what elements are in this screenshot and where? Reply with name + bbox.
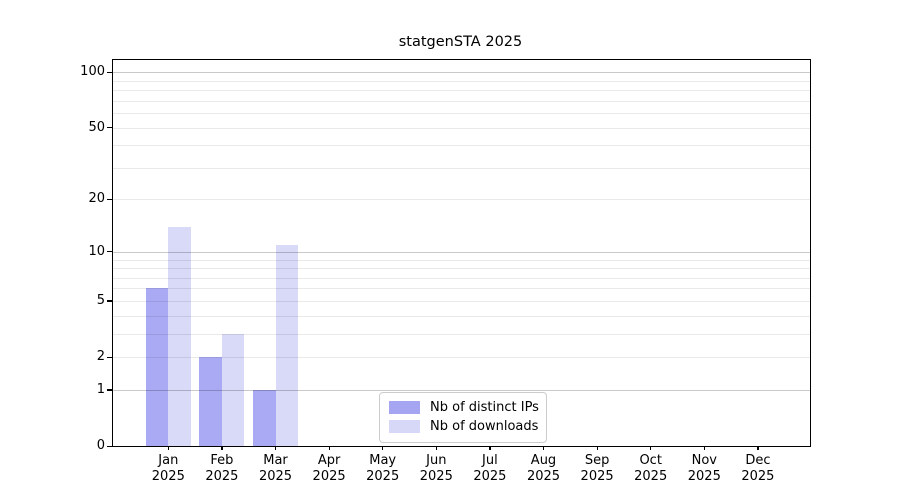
gridline-major bbox=[113, 252, 810, 253]
gridline-minor bbox=[113, 145, 810, 146]
y-tick-label: 50 bbox=[57, 121, 105, 134]
gridline-minor bbox=[113, 113, 810, 114]
bar-distinct-ips-feb bbox=[199, 357, 222, 446]
bar-downloads-mar bbox=[276, 245, 299, 446]
x-axis-tick bbox=[168, 446, 169, 450]
y-axis-tick bbox=[107, 446, 112, 447]
x-axis-tick bbox=[650, 446, 651, 450]
y-axis-tick bbox=[107, 72, 112, 73]
legend-label: Nb of distinct IPs bbox=[430, 400, 539, 415]
gridline-minor bbox=[113, 288, 810, 289]
x-axis-tick bbox=[757, 446, 758, 450]
x-axis-tick bbox=[329, 446, 330, 450]
plot-area: Nb of distinct IPsNb of downloads 012510… bbox=[112, 59, 811, 447]
x-axis-tick bbox=[543, 446, 544, 450]
y-tick-label: 10 bbox=[57, 245, 105, 258]
x-axis-tick bbox=[382, 446, 383, 450]
legend: Nb of distinct IPs Nb of downloads bbox=[379, 392, 547, 443]
y-axis-tick bbox=[107, 300, 112, 301]
y-tick-label: 100 bbox=[57, 65, 105, 78]
chart-title: statgenSTA 2025 bbox=[112, 34, 809, 50]
y-axis-tick bbox=[107, 127, 112, 128]
gridline-minor bbox=[113, 268, 810, 269]
gridline-minor bbox=[113, 101, 810, 102]
gridline-minor bbox=[113, 128, 810, 129]
x-axis-tick bbox=[489, 446, 490, 450]
y-axis-tick bbox=[107, 199, 112, 200]
bar-distinct-ips-mar bbox=[253, 390, 276, 446]
figure: statgenSTA 2025 Nb of distinct IPsNb of … bbox=[0, 0, 900, 500]
gridline-minor bbox=[113, 168, 810, 169]
x-tick-label: Dec 2025 bbox=[726, 453, 790, 485]
distinct-ips-swatch bbox=[389, 401, 420, 414]
gridline-minor bbox=[113, 278, 810, 279]
gridline-minor bbox=[113, 316, 810, 317]
bar-distinct-ips-jan bbox=[146, 288, 169, 446]
x-axis-tick bbox=[221, 446, 222, 450]
gridline-minor bbox=[113, 90, 810, 91]
y-tick-label: 1 bbox=[57, 383, 105, 396]
y-axis-tick bbox=[107, 251, 112, 252]
y-axis-tick bbox=[107, 389, 112, 390]
y-tick-label: 2 bbox=[57, 350, 105, 363]
legend-item: Nb of downloads bbox=[389, 417, 537, 436]
y-tick-label: 20 bbox=[57, 192, 105, 205]
gridline-minor bbox=[113, 334, 810, 335]
gridline-minor bbox=[113, 301, 810, 302]
gridline-minor bbox=[113, 357, 810, 358]
gridline-major bbox=[113, 390, 810, 391]
y-axis-tick bbox=[107, 357, 112, 358]
y-tick-label: 0 bbox=[57, 439, 105, 452]
gridline-minor bbox=[113, 260, 810, 261]
x-axis-tick bbox=[597, 446, 598, 450]
legend-label: Nb of downloads bbox=[430, 419, 538, 434]
x-axis-tick bbox=[275, 446, 276, 450]
y-tick-label: 5 bbox=[57, 294, 105, 307]
downloads-swatch bbox=[389, 420, 420, 433]
gridline-minor bbox=[113, 199, 810, 200]
x-axis-tick bbox=[436, 446, 437, 450]
x-axis-tick bbox=[704, 446, 705, 450]
legend-item: Nb of distinct IPs bbox=[389, 398, 537, 417]
gridline-major bbox=[113, 72, 810, 73]
gridline-minor bbox=[113, 81, 810, 82]
